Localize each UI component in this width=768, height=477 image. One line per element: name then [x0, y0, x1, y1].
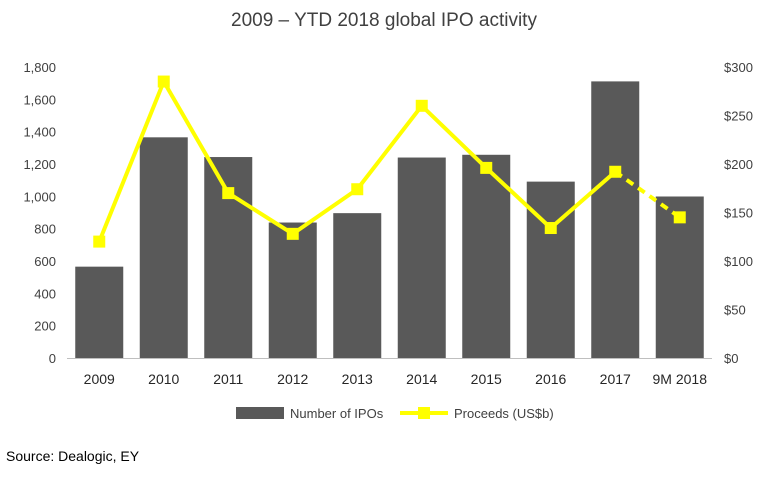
y-right-tick-label: $150: [724, 206, 753, 221]
y-left-tick-label: 1,600: [23, 92, 56, 107]
x-tick-label: 2016: [535, 371, 566, 387]
y-left-tick-label: 600: [34, 254, 56, 269]
y-left-tick-label: 1,800: [23, 60, 56, 75]
x-tick-label: 2017: [600, 371, 631, 387]
legend-line-marker: [418, 407, 430, 419]
proceeds-point-2014: [415, 99, 428, 112]
bar-2016: [526, 181, 575, 358]
bar-2009: [75, 266, 124, 358]
legend-line-label: Proceeds (US$b): [454, 406, 554, 421]
x-tick-label: 2009: [84, 371, 115, 387]
x-tick-label: 2012: [277, 371, 308, 387]
proceeds-point-9m-2018: [673, 211, 686, 224]
legend: Number of IPOs Proceeds (US$b): [236, 406, 554, 421]
bar-9m-2018: [655, 196, 704, 358]
y-left-tick-label: 1,200: [23, 157, 56, 172]
y-left-tick-label: 1,000: [23, 189, 56, 204]
proceeds-point-2013: [351, 183, 364, 196]
y-left-tick-label: 800: [34, 222, 56, 237]
source-note: Source: Dealogic, EY: [6, 448, 140, 464]
bar-2013: [333, 213, 382, 358]
bar-2012: [268, 222, 317, 358]
y-right-tick-label: $300: [724, 60, 753, 75]
proceeds-point-2012: [286, 227, 299, 240]
proceeds-point-2015: [480, 161, 493, 174]
x-tick-label: 2011: [213, 371, 243, 387]
proceeds-point-2010: [157, 75, 170, 88]
axes-layer: 2009 2010 2011 2012 2013 2014 2015 2016 2017 9M 2…: [23, 60, 752, 387]
x-tick-label: 2010: [148, 371, 179, 387]
bar-2017: [591, 81, 640, 358]
x-tick-label: 9M 2018: [653, 371, 708, 387]
y-right-tick-label: $0: [724, 351, 738, 366]
y-left-tick-label: 0: [49, 351, 56, 366]
bar-2010: [139, 137, 188, 358]
y-left-tick-label: 200: [34, 319, 56, 334]
x-tick-label: 2014: [406, 371, 437, 387]
legend-bar-label: Number of IPOs: [290, 406, 384, 421]
y-right-tick-label: $100: [724, 254, 753, 269]
y-right-tick-label: $250: [724, 109, 753, 124]
bar-2014: [397, 157, 446, 358]
proceeds-point-2016: [544, 222, 557, 235]
legend-bar-swatch: [236, 407, 284, 419]
x-tick-label: 2013: [342, 371, 373, 387]
chart-title: 2009 – YTD 2018 global IPO activity: [231, 10, 537, 31]
proceeds-point-2009: [93, 235, 106, 248]
y-right-tick-label: $200: [724, 157, 753, 172]
bars-layer: [75, 81, 704, 358]
y-left-tick-label: 400: [34, 286, 56, 301]
bar-2015: [462, 154, 511, 358]
proceeds-point-2011: [222, 187, 235, 200]
proceeds-point-2017: [609, 165, 622, 178]
y-right-tick-label: $50: [724, 303, 746, 318]
y-left-tick-label: 1,400: [23, 125, 56, 140]
line-layer: [93, 75, 686, 248]
x-tick-label: 2015: [471, 371, 502, 387]
